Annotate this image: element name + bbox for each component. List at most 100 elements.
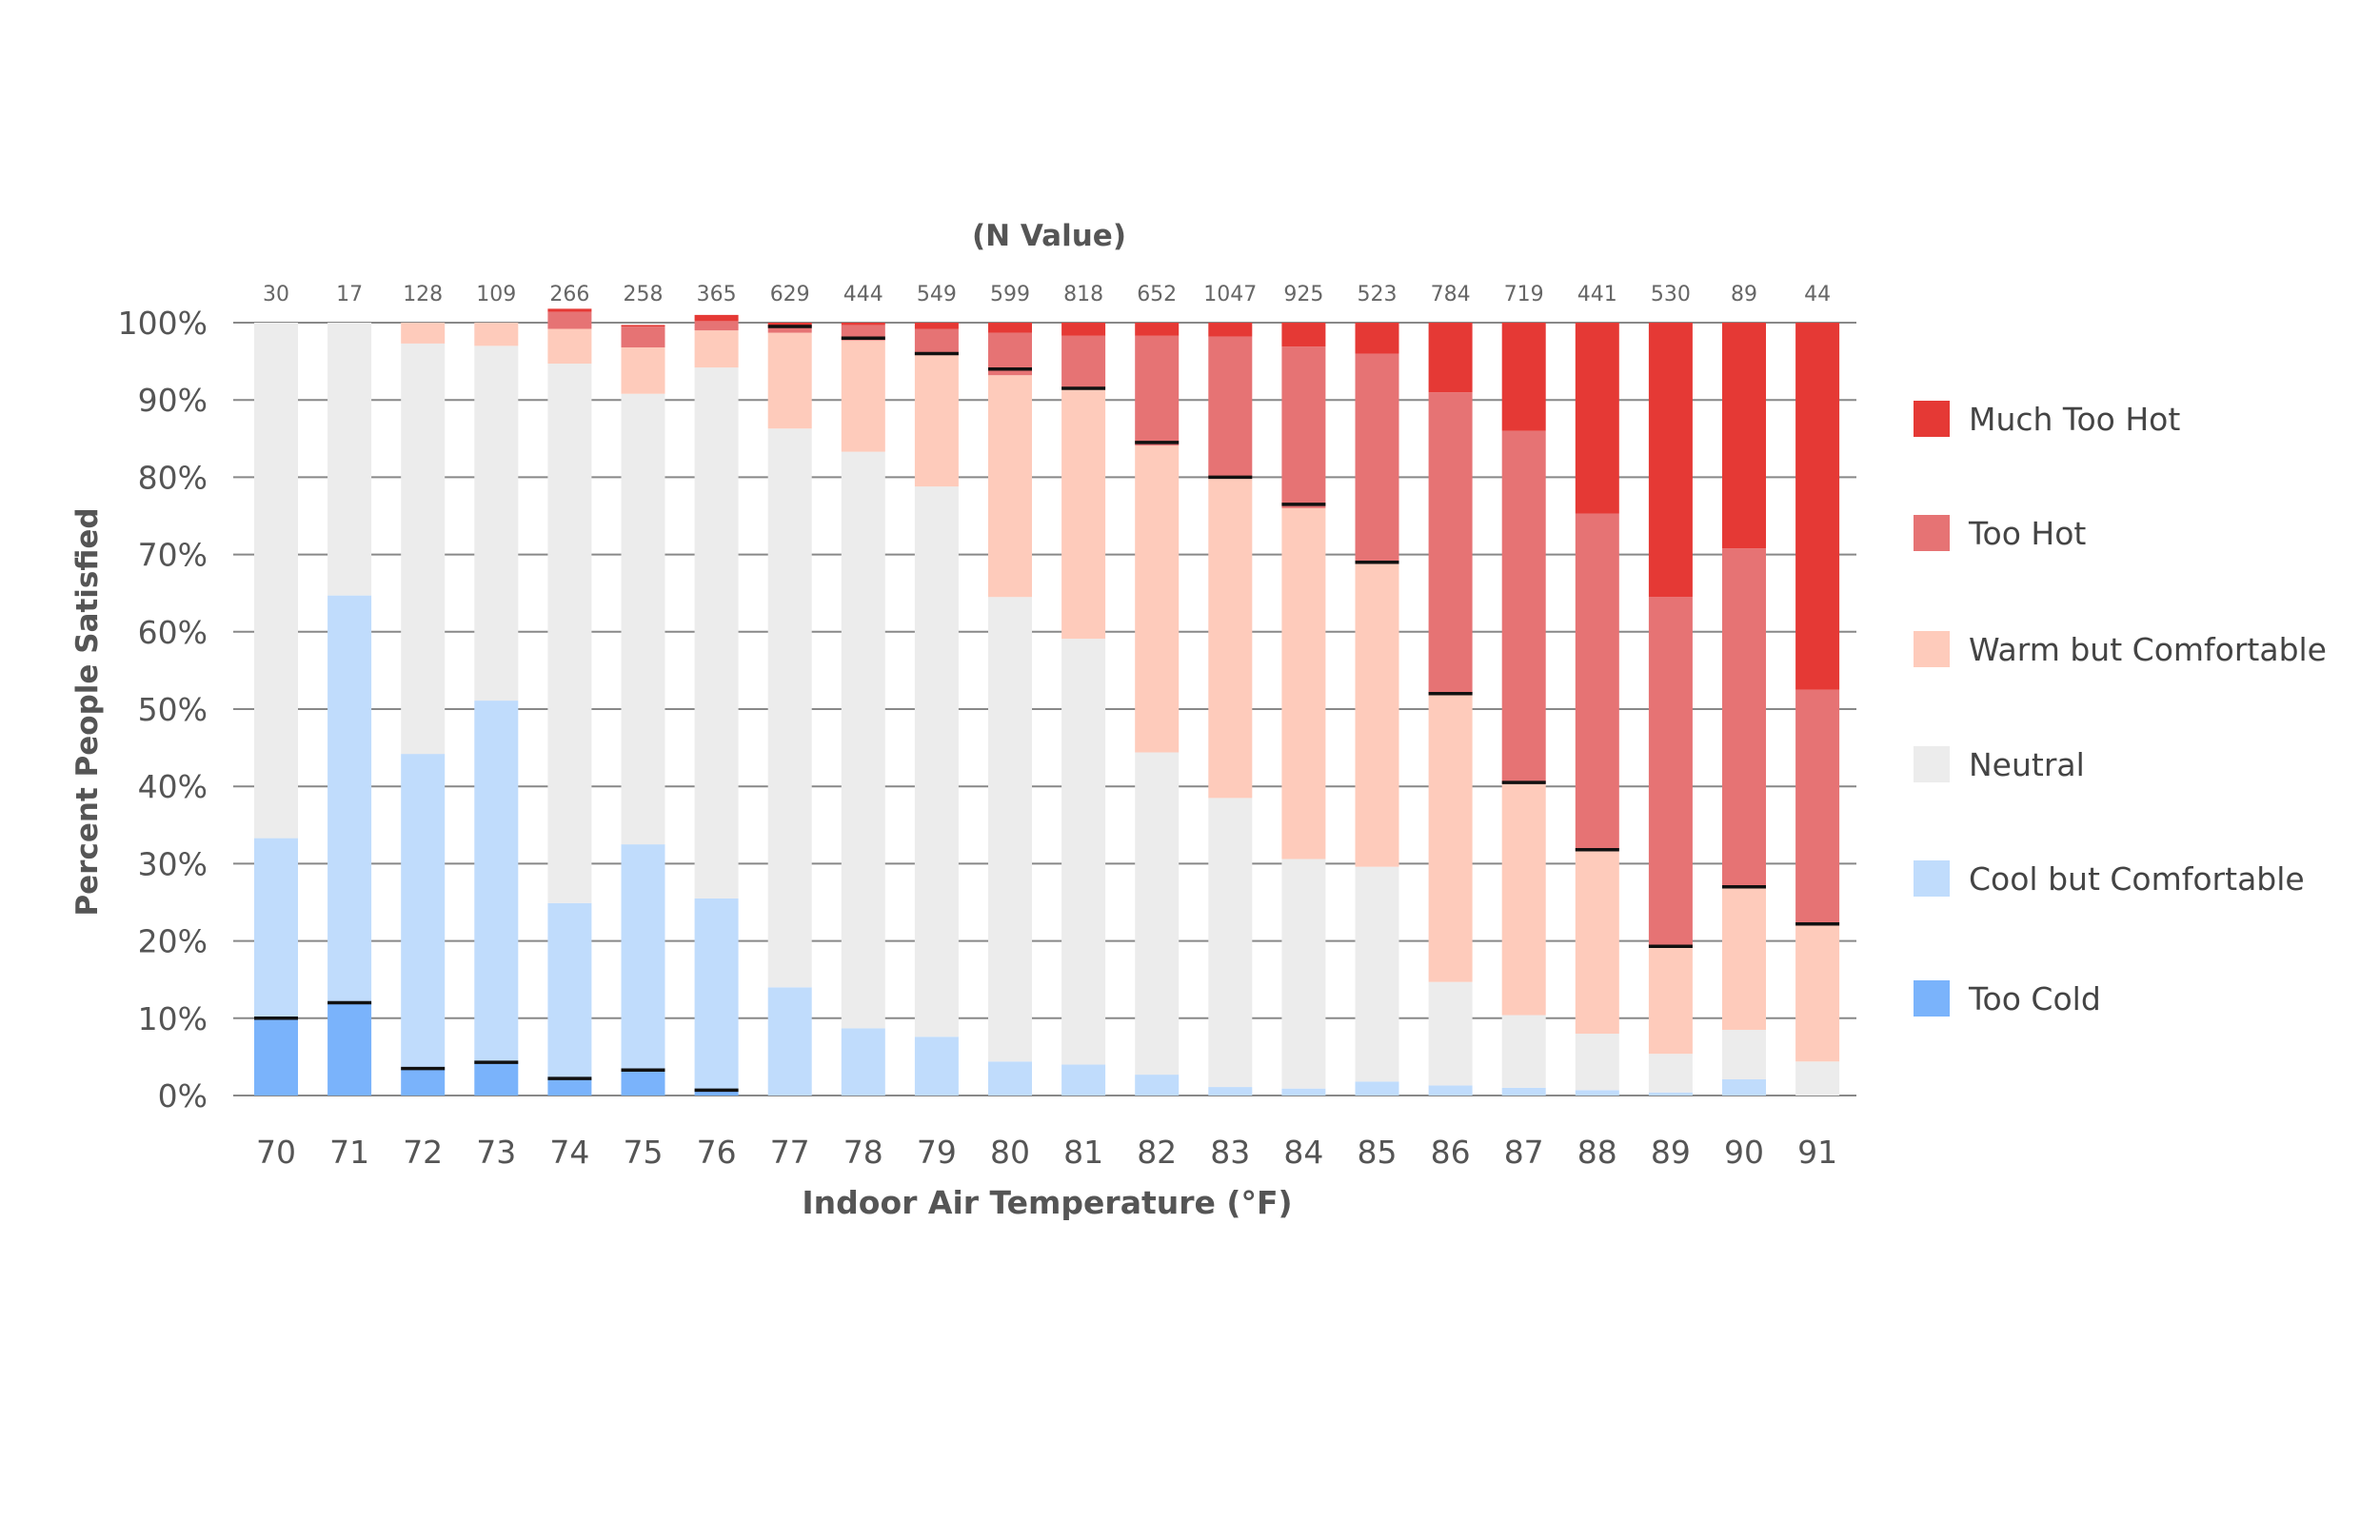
x-tick-label: 90 xyxy=(1724,1134,1764,1171)
x-tick-label: 75 xyxy=(624,1134,664,1171)
bar-segment-warm-but-comfortable xyxy=(1648,946,1693,1055)
n-value-label: 365 xyxy=(697,283,737,306)
bar-segment-cool-but-comfortable xyxy=(1355,1081,1399,1096)
bar-segment-too-hot xyxy=(1722,548,1766,889)
n-value-label: 1047 xyxy=(1203,283,1257,306)
bar-segment-neutral xyxy=(1208,798,1253,1088)
bar-segment-neutral xyxy=(1135,752,1180,1076)
y-tick-label: 20% xyxy=(138,923,208,960)
x-tick-label: 91 xyxy=(1797,1134,1837,1171)
x-tick-label: 77 xyxy=(770,1134,810,1171)
bar-segment-neutral xyxy=(1061,639,1106,1065)
bar-segment-cool-but-comfortable xyxy=(1648,1092,1693,1096)
bar-segment-cool-but-comfortable xyxy=(254,838,298,1018)
bar-segment-too-hot xyxy=(1135,335,1180,446)
bar-segment-cool-but-comfortable xyxy=(988,1061,1032,1096)
y-tick-label: 30% xyxy=(138,845,208,882)
bar-segment-much-too-hot xyxy=(1281,323,1326,347)
bar-segment-warm-but-comfortable xyxy=(767,332,812,429)
bar-segment-cool-but-comfortable xyxy=(841,1028,885,1096)
bar-segment-neutral xyxy=(1722,1029,1766,1079)
y-tick-label: 40% xyxy=(138,768,208,805)
legend-label: Neutral xyxy=(1969,746,2085,783)
legend-swatch-too-hot xyxy=(1914,515,1950,551)
bar-segment-too-hot xyxy=(767,326,812,333)
y-tick-label: 70% xyxy=(138,537,208,574)
bar-segment-neutral xyxy=(1795,1061,1840,1096)
bar-segment-too-hot xyxy=(547,311,592,329)
bar-segment-warm-but-comfortable xyxy=(1208,477,1253,799)
bar-segment-too-hot xyxy=(1281,346,1326,508)
legend-swatch-cool-but-comfortable xyxy=(1914,860,1950,897)
n-value-label: 128 xyxy=(403,283,443,306)
x-tick-label: 73 xyxy=(476,1134,516,1171)
bar-segment-much-too-hot xyxy=(914,323,959,329)
n-value-label: 444 xyxy=(843,283,883,306)
bar-segment-neutral xyxy=(1281,859,1326,1089)
bar-segment-too-hot xyxy=(1208,336,1253,478)
bar-segment-too-hot xyxy=(1648,597,1693,947)
bar-segment-too-cold xyxy=(694,1090,739,1096)
y-tick-label: 90% xyxy=(138,382,208,419)
bar-segment-neutral xyxy=(1648,1054,1693,1093)
bar-segment-too-hot xyxy=(1501,430,1546,783)
x-tick-label: 70 xyxy=(256,1134,296,1171)
bar-segment-warm-but-comfortable xyxy=(914,355,959,487)
x-tick-label: 89 xyxy=(1651,1134,1691,1171)
bar-segment-cool-but-comfortable xyxy=(1135,1075,1180,1096)
x-tick-label: 74 xyxy=(549,1134,589,1171)
bar-segment-warm-but-comfortable xyxy=(1355,562,1399,867)
bar-segment-neutral xyxy=(1501,1015,1546,1088)
bar-segment-warm-but-comfortable xyxy=(1428,693,1473,982)
n-value-label: 652 xyxy=(1137,283,1177,306)
bar-segment-neutral xyxy=(914,486,959,1037)
x-tick-label: 86 xyxy=(1431,1134,1471,1171)
n-value-label: 629 xyxy=(770,283,810,306)
bar-segment-neutral xyxy=(767,428,812,988)
n-value-label: 818 xyxy=(1063,283,1103,306)
bar-segment-neutral xyxy=(1355,866,1399,1082)
bar-segment-neutral xyxy=(694,367,739,898)
bar-segment-cool-but-comfortable xyxy=(547,902,592,1079)
satisfaction-markers xyxy=(254,325,1840,1093)
y-tick-label: 0% xyxy=(158,1077,208,1115)
x-tick-label: 85 xyxy=(1358,1134,1398,1171)
legend-label: Too Cold xyxy=(1968,980,2101,1017)
x-tick-label: 82 xyxy=(1137,1134,1177,1171)
bar-segment-too-hot xyxy=(1795,689,1840,924)
bar-segment-neutral xyxy=(547,364,592,903)
bar-segment-warm-but-comfortable xyxy=(1722,888,1766,1030)
legend-label: Much Too Hot xyxy=(1969,401,2180,438)
bar-segment-much-too-hot xyxy=(1061,323,1106,336)
bar-segment-much-too-hot xyxy=(988,323,1032,333)
n-value-label: 523 xyxy=(1358,283,1398,306)
n-value-label: 44 xyxy=(1804,283,1831,306)
bar-segment-much-too-hot xyxy=(841,323,885,326)
bar-segment-warm-but-comfortable xyxy=(1795,923,1840,1062)
bar-segment-much-too-hot xyxy=(1575,323,1619,514)
x-tick-label: 81 xyxy=(1063,1134,1103,1171)
legend-label: Too Hot xyxy=(1968,515,2086,552)
bar-segment-neutral xyxy=(841,451,885,1029)
n-value-label: 549 xyxy=(917,283,957,306)
bar-segment-too-hot xyxy=(694,321,739,331)
x-tick-label: 88 xyxy=(1577,1134,1617,1171)
bar-segment-neutral xyxy=(254,323,298,839)
bar-segment-cool-but-comfortable xyxy=(1722,1078,1766,1096)
n-value-label: 266 xyxy=(549,283,589,306)
bar-segment-warm-but-comfortable xyxy=(1575,850,1619,1035)
bar-segment-neutral xyxy=(988,597,1032,1062)
bar-segment-too-hot xyxy=(914,328,959,356)
legend-label: Warm but Comfortable xyxy=(1969,631,2327,668)
bar-segment-warm-but-comfortable xyxy=(547,328,592,365)
x-tick-label: 79 xyxy=(917,1134,957,1171)
bar-segment-neutral xyxy=(1428,981,1473,1086)
x-tick-label: 84 xyxy=(1283,1134,1323,1171)
bar-segment-too-cold xyxy=(621,1070,665,1096)
bar-segment-cool-but-comfortable xyxy=(474,701,519,1063)
legend-label: Cool but Comfortable xyxy=(1969,860,2305,898)
bar-segment-warm-but-comfortable xyxy=(474,323,519,346)
y-tick-label: 60% xyxy=(138,614,208,651)
bar-segment-warm-but-comfortable xyxy=(1061,388,1106,640)
